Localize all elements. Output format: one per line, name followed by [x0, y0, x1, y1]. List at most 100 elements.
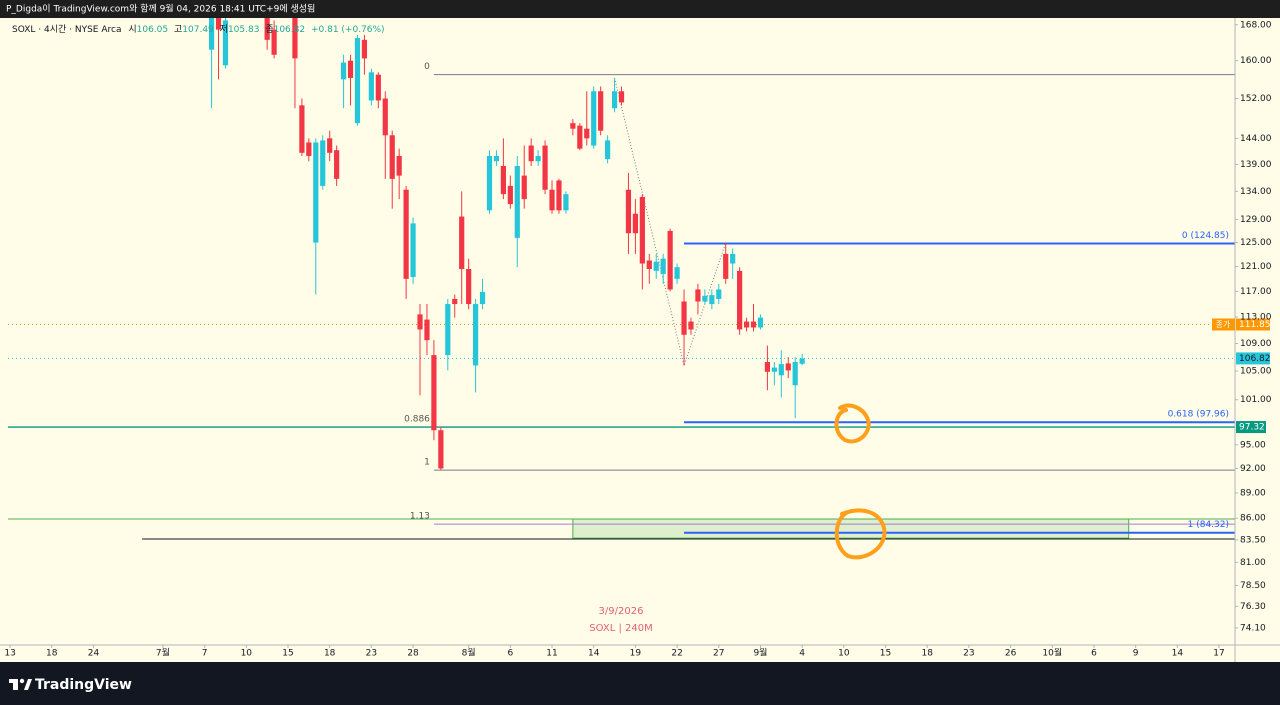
y-tick-label: 134.00	[1240, 187, 1272, 197]
hand-drawn-circle	[834, 403, 871, 444]
candle-body	[653, 261, 659, 271]
x-tick-label: 9	[1133, 649, 1139, 659]
y-tick-label: 95.00	[1240, 440, 1266, 450]
y-tick-label: 113.00	[1240, 312, 1272, 322]
price-tag-name	[1212, 318, 1235, 331]
candle-body	[681, 301, 687, 335]
candle-body	[792, 362, 798, 386]
brand: TradingView	[35, 677, 132, 693]
candle-body	[632, 213, 638, 234]
candle-body	[591, 91, 597, 146]
candle-body	[598, 91, 604, 131]
x-tick-label: 10	[241, 649, 253, 659]
candle-body	[208, 17, 215, 50]
x-tick-label: 27	[713, 649, 724, 659]
bottom-bar	[0, 662, 1280, 705]
candle-body	[466, 269, 472, 305]
candle-body	[459, 216, 465, 270]
plot-area: 3/9/2026 SOXL | 240M 0 0.886 1 1.13 0 (124.85)…	[8, 11, 1235, 634]
watermark: SOXL | 240M	[589, 623, 652, 634]
fib2-label: 1 (84.32)	[1188, 520, 1229, 530]
y-tick-label: 152.00	[1240, 94, 1272, 104]
candle-body	[327, 138, 333, 153]
candle-body	[313, 142, 319, 243]
candle-body	[611, 91, 618, 109]
price-tag-name-text: 종가	[1216, 320, 1231, 329]
x-tick-label: 24	[88, 649, 100, 659]
y-tick-label: 144.00	[1240, 134, 1272, 144]
x-tick-label: 19	[630, 649, 642, 659]
candle-body	[542, 145, 548, 190]
candle-body	[403, 189, 409, 279]
candle-body	[486, 155, 493, 211]
x-tick-label: 10월	[1042, 647, 1062, 659]
brand-logo	[9, 678, 32, 690]
chart-background	[0, 0, 1280, 662]
candle-body	[424, 319, 430, 341]
candle-body	[521, 175, 527, 200]
fib-label: 1	[424, 458, 430, 468]
candle-body	[605, 140, 611, 160]
candle-body	[785, 363, 791, 371]
caption: P_Digda이 TradingView.com와 함께 9월 04, 2026…	[6, 3, 315, 15]
x-tick-label: 6	[507, 649, 513, 659]
candle-body	[674, 267, 680, 279]
legend-key: 고	[174, 25, 182, 35]
candle-body	[361, 39, 368, 59]
x-tick-label: 10	[838, 649, 850, 659]
candle-body	[702, 295, 708, 302]
candle-body	[500, 165, 506, 195]
x-tick-label: 23	[366, 649, 377, 659]
candle-body	[730, 253, 736, 264]
x-tick-label: 7월	[156, 647, 170, 659]
fib-label: 0	[424, 62, 430, 72]
x-tick-label: 15	[880, 649, 891, 659]
x-tick-label: 8월	[462, 647, 476, 659]
x-tick-label: 18	[46, 649, 58, 659]
x-tick-label: 9월	[753, 647, 767, 659]
candle-body	[306, 142, 312, 156]
candle-body	[535, 155, 541, 162]
candle-body	[688, 321, 694, 330]
candle-body	[375, 74, 381, 101]
candle-body	[431, 355, 437, 431]
y-tick-label: 76.30	[1240, 602, 1266, 612]
logo-part	[13, 679, 18, 690]
hand-drawn-circle	[834, 508, 887, 560]
candle-body	[570, 123, 576, 129]
y-tick-label: 83.50	[1240, 535, 1266, 545]
candle-body	[667, 230, 673, 290]
candle-body	[368, 72, 374, 101]
legend-title: SOXL · 4시간 · NYSE Arca	[12, 24, 121, 35]
y-tick-label: 78.50	[1240, 581, 1266, 591]
x-tick-label: 14	[588, 649, 600, 659]
legend-change: +0.81 (+0.76%)	[311, 25, 385, 35]
candle-body	[452, 298, 458, 305]
price-tag-text: 106.82	[1239, 354, 1271, 364]
candle-body	[514, 165, 520, 238]
candle-body	[799, 358, 805, 364]
x-tick-label: 26	[1005, 649, 1017, 659]
candle-body	[445, 304, 451, 356]
candle-body	[292, 14, 298, 59]
candle-body	[438, 430, 444, 469]
y-tick-label: 160.00	[1240, 56, 1272, 66]
candle-body	[417, 314, 423, 330]
y-tick-label: 139.00	[1240, 160, 1272, 170]
x-tick-label: 7	[202, 649, 208, 659]
candle-body	[472, 304, 479, 366]
candle-body	[723, 253, 729, 279]
y-tick-label: 117.00	[1240, 287, 1272, 297]
y-tick-label: 81.00	[1240, 558, 1266, 568]
y-tick-label: 109.00	[1240, 339, 1272, 349]
logo-part	[24, 679, 32, 690]
price-tag-text: 97.32	[1239, 423, 1265, 433]
x-tick-label: 28	[407, 649, 419, 659]
candle-body	[479, 291, 486, 305]
price-tag	[1236, 421, 1266, 434]
candle-body	[757, 317, 764, 328]
x-tick-label: 13	[4, 649, 15, 659]
logo-part	[19, 678, 25, 684]
